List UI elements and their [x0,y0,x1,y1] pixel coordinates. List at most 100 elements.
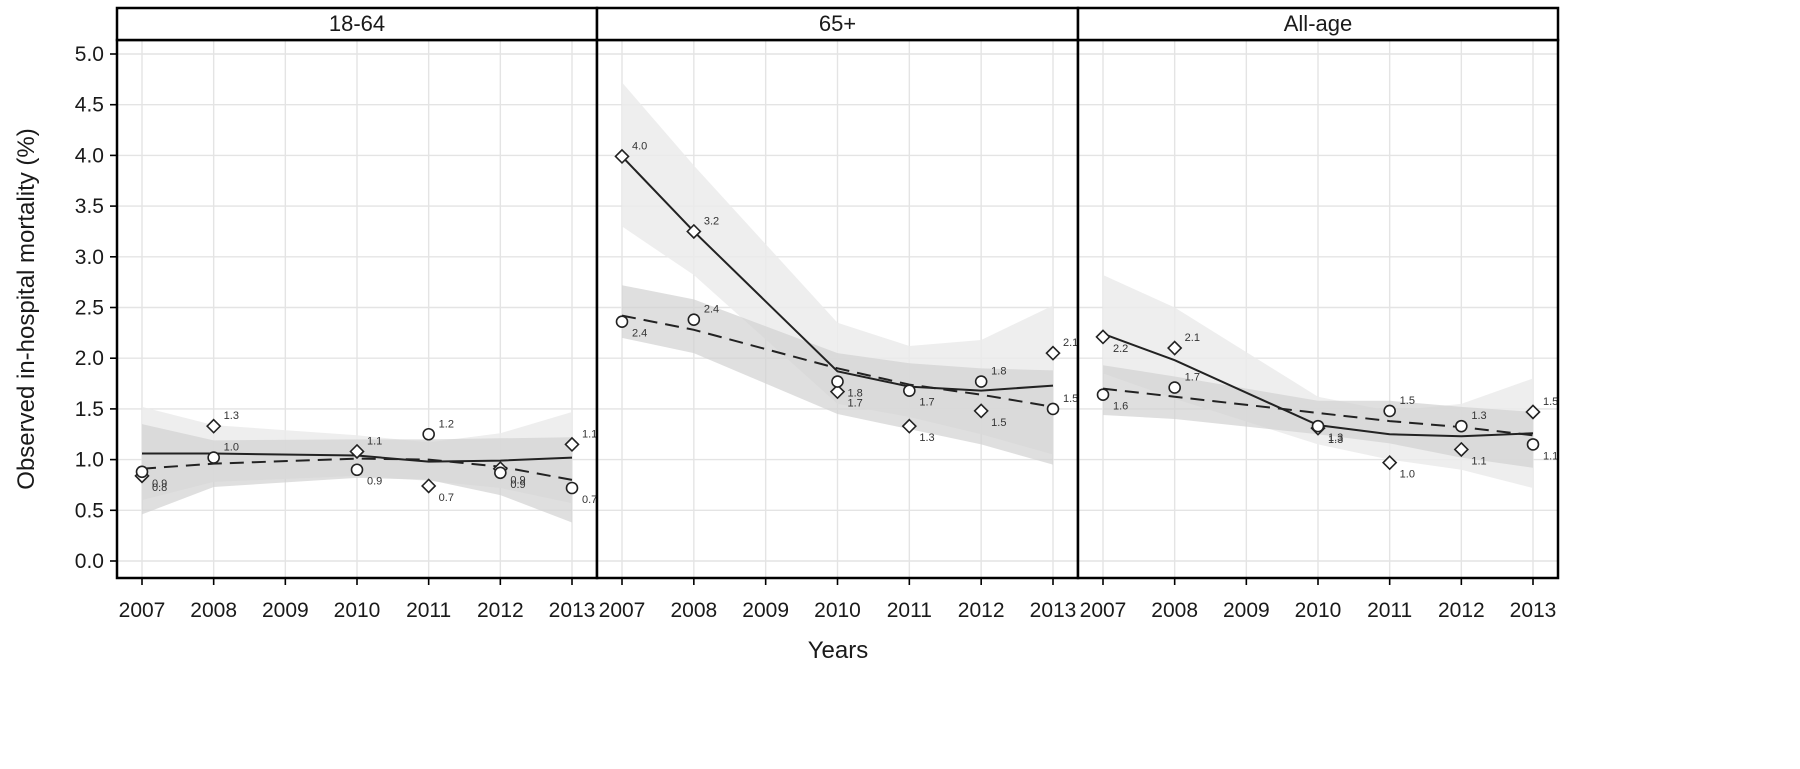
x-tick-label: 2009 [1223,599,1270,622]
panel-1: 4.03.21.71.31.52.12.42.41.81.71.81.565+2… [595,6,1080,622]
data-label: 1.0 [224,442,239,454]
panel-0: 0.8 1.3 1.1 0.7 0.9 1.1 0.9 1.0 0.9 1.2 0.9 0.7 18-6… [115,6,599,622]
data-label: 0.9 [152,478,167,490]
data-label: 0.7 [439,492,454,504]
panel-2: 2.22.11.31.01.11.51.61.71.31.51.31.1All-… [1076,6,1560,622]
y-tick-label: 3.0 [75,246,104,269]
strip-background [1076,6,1560,42]
data-label: 1.3 [1471,410,1486,422]
y-tick-label: 1.5 [75,398,104,421]
circle-marker [350,463,364,477]
data-label: 2.1 [1185,332,1200,344]
data-label: 1.7 [1185,372,1200,384]
circle-marker [1168,381,1181,394]
circle-marker [494,466,507,480]
data-label: 3.2 [704,215,719,227]
data-label: 0.9 [367,476,382,488]
circle-marker [207,451,220,464]
data-label: 1.1 [367,435,382,447]
diamond-marker [973,403,989,419]
data-label: 1.3 [919,432,934,444]
data-label: 0.7 [582,494,597,506]
data-label: 1.3 [224,410,239,422]
data-label: 1.3 [1328,432,1343,444]
y-tick-label: 2.5 [75,297,104,320]
diamond-marker [1095,329,1111,345]
data-label: 1.6 [1113,401,1128,413]
data-label: 2.1 [1063,337,1078,349]
confidence-band [622,82,1053,455]
data-label: 1.5 [1543,396,1558,408]
data-label: 2.4 [704,304,719,316]
circle-marker [1046,402,1060,416]
circle-marker [1096,388,1110,402]
circle-marker [1526,438,1540,451]
diamond-marker [901,418,917,434]
y-tick-label: 2.0 [75,347,104,370]
x-tick-label: 2011 [887,599,932,622]
confidence-band [622,285,1053,465]
x-tick-label: 2007 [599,599,646,622]
y-tick-label: 4.0 [75,144,104,167]
data-label: 1.7 [919,397,934,409]
data-label: 0.9 [510,479,525,491]
circle-marker [831,375,844,388]
circle-marker [1455,419,1468,433]
diamond-marker [206,418,222,434]
strip-label: 18-64 [329,11,385,36]
data-label: 0.9 [510,475,525,487]
circle-marker [135,465,149,479]
y-tick-label: 1.0 [75,449,104,472]
data-label: 0.8 [152,482,167,494]
x-tick-label: 2013 [549,599,596,622]
diamond-marker [686,223,702,240]
diamond-marker [614,148,630,165]
data-label: 2.4 [632,328,647,340]
circle-marker [1383,404,1396,418]
data-label: 1.1 [1543,450,1558,462]
x-tick-label: 2010 [334,599,381,622]
strip-background [115,6,599,42]
fit-line-solid [621,155,1054,392]
strip-label: 65+ [819,11,856,36]
diamond-marker [1045,345,1061,361]
data-label: 1.1 [582,428,597,440]
x-tick-label: 2008 [190,599,237,622]
x-tick-label: 2013 [1030,599,1077,622]
data-label: 1.2 [439,418,454,430]
circle-marker [565,481,579,495]
diamond-marker [1525,404,1541,420]
x-tick-label: 2012 [958,599,1005,622]
data-label: 1.0 [1400,469,1415,481]
diamond-marker [1453,441,1469,458]
data-label: 1.8 [848,388,863,400]
y-tick-label: 0.0 [75,550,104,573]
data-label: 1.5 [1063,393,1078,405]
y-tick-label: 4.5 [75,94,104,117]
y-axis-title: Observed in-hospital mortality (%) [13,128,40,489]
fit-line-solid [1102,332,1534,438]
x-tick-label: 2012 [477,599,524,622]
y-tick-label: 3.5 [75,195,104,218]
x-tick-label: 2012 [1438,599,1485,622]
data-label: 1.5 [1400,395,1415,407]
y-tick-label: 0.5 [75,499,104,522]
data-label: 1.1 [1471,455,1486,467]
fit-line-dashed [1102,387,1534,437]
x-tick-label: 2007 [1080,599,1127,622]
diamond-marker [829,384,846,400]
x-axis-title: Years [808,637,869,664]
x-tick-label: 2010 [814,599,861,622]
x-tick-label: 2011 [406,599,451,622]
circle-marker [422,427,435,441]
x-tick-label: 2008 [670,599,717,622]
diamond-marker [421,478,437,494]
strip-label: All-age [1284,11,1352,36]
x-tick-label: 2011 [1367,599,1412,622]
x-tick-label: 2009 [262,599,309,622]
data-label: 4.0 [632,140,647,152]
circle-marker [615,315,629,328]
diamond-marker [349,443,365,460]
diamond-marker [1167,340,1183,356]
